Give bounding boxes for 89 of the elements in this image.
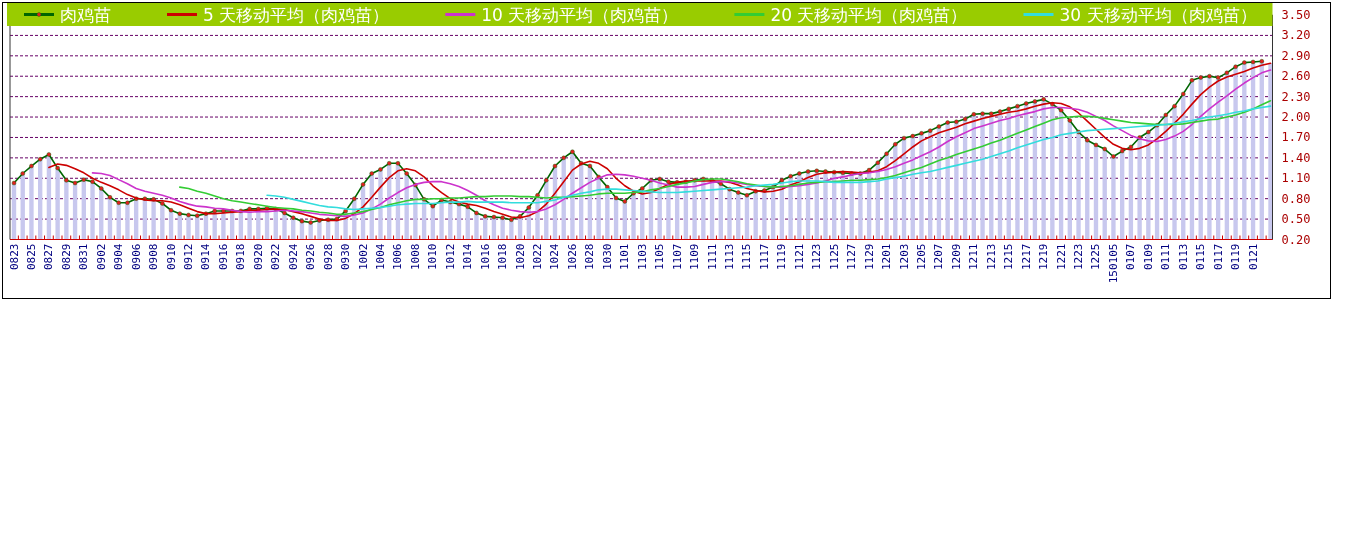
x-tick-label: 1018 [496,243,510,270]
x-tick-label: 0920 [251,243,265,270]
legend-label: 30 天移动平均（肉鸡苗） [1059,5,1257,25]
y-tick-label: 0.50 [1281,212,1311,227]
x-tick-label: 0107 [1124,243,1138,270]
x-tick-label: 1221 [1054,243,1068,270]
y-tick-label: 2.90 [1281,48,1311,63]
x-tick-label: 0928 [321,243,335,270]
x-tick-label: 0829 [59,243,73,270]
y-tick-label: 0.80 [1281,191,1311,206]
x-tick-label: 0827 [42,243,56,270]
x-tick-label: 1205 [914,243,928,270]
x-tick-label: 1028 [583,243,597,270]
x-tick-label: 1119 [775,243,789,270]
x-tick-label: 0910 [164,243,178,270]
x-tick-label: 1201 [880,243,894,270]
x-tick-label: 0924 [286,243,300,270]
y-tick-label: 3.50 [1281,8,1311,22]
x-tick-label: 1010 [426,243,440,270]
x-tick-label: 1213 [984,243,998,270]
x-tick-label: 1209 [949,243,963,270]
x-tick-label: 0902 [94,243,108,270]
x-tick-label: 1121 [792,243,806,270]
x-tick-label: 1022 [531,243,545,270]
x-tick-label: 1223 [1072,243,1086,270]
x-tick-label: 1024 [548,243,562,270]
x-tick-label: 1115 [740,243,754,270]
x-tick-label: 0113 [1176,243,1190,270]
x-tick-label: 1211 [967,243,981,270]
x-tick-label: 0115 [1194,243,1208,270]
x-tick-label: 0916 [216,243,230,270]
x-tick-label: 0119 [1229,243,1243,270]
x-tick-label: 1016 [478,243,492,270]
y-tick-label: 2.60 [1281,69,1311,84]
legend-label: 5 天移动平均（肉鸡苗） [203,5,390,25]
legend-label: 10 天移动平均（肉鸡苗） [481,5,679,25]
x-tick-label: 0914 [199,243,213,270]
x-tick-label: 1125 [827,243,841,270]
x-tick-label: 1113 [723,243,737,270]
x-tick-label: 0904 [112,243,126,270]
x-tick-label: 0831 [77,243,91,270]
x-tick-label: 1014 [461,243,475,270]
x-tick-label: 1111 [705,243,719,270]
x-tick-label: 1004 [373,243,387,270]
x-tick-label: 1012 [443,243,457,270]
x-tick-label: 1020 [513,243,527,270]
x-tick-label: 1217 [1019,243,1033,270]
x-tick-label: 0922 [269,243,283,270]
x-tick-label: 1215 [1002,243,1016,270]
y-tick-label: 3.20 [1281,28,1311,43]
y-tick-label: 2.30 [1281,89,1311,104]
x-tick-label: 1030 [600,243,614,270]
x-tick-label: 0823 [7,243,21,270]
x-tick-label: 0825 [24,243,38,270]
x-tick-label: 1207 [932,243,946,270]
x-tick-label: 0121 [1246,243,1260,270]
x-tick-label: 1008 [408,243,422,270]
x-tick-label: 1127 [845,243,859,270]
x-tick-label: 150105 [1106,243,1120,284]
x-tick-label: 0926 [304,243,318,270]
y-tick-label: 1.70 [1281,130,1311,145]
x-tick-label: 0912 [182,243,196,270]
x-tick-label: 1225 [1089,243,1103,270]
x-tick-label: 1123 [810,243,824,270]
x-tick-label: 1105 [653,243,667,270]
y-tick-label: 1.40 [1281,150,1311,165]
y-tick-label: 0.20 [1281,232,1311,247]
x-tick-label: 0906 [129,243,143,270]
x-tick-label: 1103 [635,243,649,270]
x-tick-label: 1129 [862,243,876,270]
y-tick-label: 2.00 [1281,110,1311,125]
x-tick-label: 1026 [565,243,579,270]
y-tick-label: 1.10 [1281,171,1311,186]
x-tick-label: 1219 [1037,243,1051,270]
legend-label: 20 天移动平均（肉鸡苗） [770,5,968,25]
x-tick-label: 0930 [339,243,353,270]
x-tick-label: 0111 [1159,243,1173,270]
legend-label: 肉鸡苗 [60,5,111,25]
x-tick-label: 0117 [1211,243,1225,270]
x-tick-label: 0109 [1141,243,1155,270]
x-tick-label: 0908 [147,243,161,270]
x-tick-label: 1109 [688,243,702,270]
x-tick-label: 0918 [234,243,248,270]
x-tick-label: 1203 [897,243,911,270]
x-tick-label: 1002 [356,243,370,270]
x-tick-label: 1117 [757,243,771,270]
x-tick-label: 1101 [618,243,632,270]
x-tick-label: 1006 [391,243,405,270]
x-tick-label: 1107 [670,243,684,270]
